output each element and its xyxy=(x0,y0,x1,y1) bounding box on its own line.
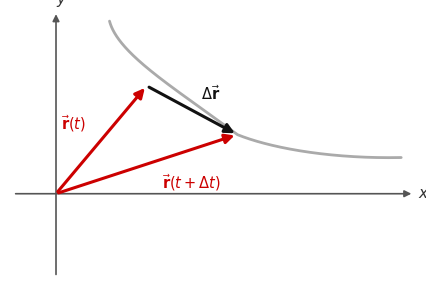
Text: $x$: $x$ xyxy=(417,186,426,201)
Text: $\Delta\vec{\mathbf{r}}$: $\Delta\vec{\mathbf{r}}$ xyxy=(200,84,219,103)
Text: $\vec{\mathbf{r}}(t + \Delta t)$: $\vec{\mathbf{r}}(t + \Delta t)$ xyxy=(162,173,220,193)
Text: $y$: $y$ xyxy=(56,0,68,9)
Text: $\vec{\mathbf{r}}(t)$: $\vec{\mathbf{r}}(t)$ xyxy=(60,113,86,134)
